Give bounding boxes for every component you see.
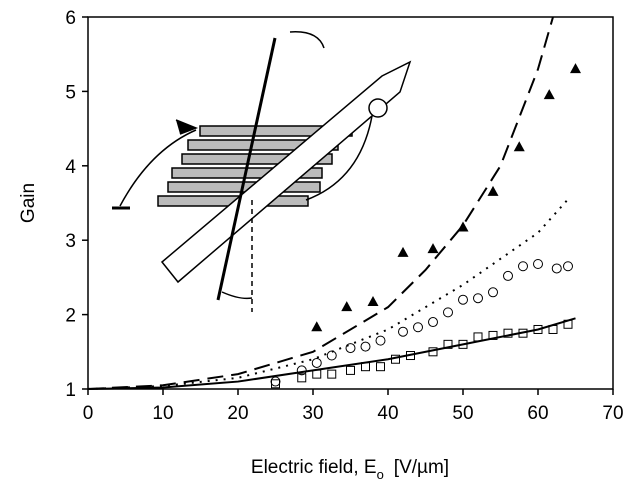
x-axis-label-unit: [V/µm] (394, 457, 449, 478)
x-tick-label: 40 (377, 403, 398, 424)
x-tick-label: 60 (527, 403, 548, 424)
inset-diagram (112, 32, 410, 312)
point (376, 336, 385, 345)
point (313, 370, 321, 378)
x-tick-label: 50 (452, 403, 473, 424)
point (368, 296, 379, 306)
y-tick-label: 4 (65, 157, 76, 178)
point (341, 301, 352, 311)
point (474, 333, 482, 341)
x-axis-label: Electric field, Eo [V/µm] (251, 457, 449, 482)
point (544, 89, 555, 99)
point (312, 358, 321, 367)
point (377, 363, 385, 371)
point (564, 262, 573, 271)
x-axis-label-main: Electric field, E (251, 457, 377, 478)
page: Gain Electric field, Eo[V/µm] 1234560102… (0, 0, 632, 492)
y-tick-label: 3 (65, 231, 76, 252)
point (398, 247, 409, 257)
point (271, 377, 280, 386)
point (444, 308, 453, 317)
x-tick-label: 70 (602, 403, 623, 424)
point (519, 262, 528, 271)
rotation-arrow (290, 32, 324, 48)
chart: Gain Electric field, Eo[V/µm] 1234560102… (0, 0, 632, 487)
point (414, 323, 423, 332)
y-tick-label: 5 (65, 82, 76, 103)
point (552, 264, 561, 273)
angle-arc (222, 292, 252, 298)
point (570, 63, 581, 73)
x-tick-label: 10 (152, 403, 173, 424)
y-tick-label: 1 (65, 380, 76, 401)
point (347, 366, 355, 374)
point (514, 141, 525, 151)
point (328, 370, 336, 378)
x-tick-label: 0 (83, 403, 94, 424)
point (361, 342, 370, 351)
x-axis-label-sub: o (377, 467, 384, 482)
x-tick-label: 30 (302, 403, 323, 424)
point (504, 271, 513, 280)
point (534, 260, 543, 269)
x-tick-label: 20 (227, 403, 248, 424)
point (272, 380, 280, 388)
point (428, 243, 439, 253)
point (311, 321, 322, 331)
point (474, 294, 483, 303)
point (488, 186, 499, 196)
point (489, 288, 498, 297)
point (459, 295, 468, 304)
curve (88, 199, 568, 389)
point (399, 327, 408, 336)
positive-charge (369, 99, 387, 117)
point (327, 351, 336, 360)
y-tick-label: 6 (65, 8, 76, 29)
y-tick-label: 2 (65, 306, 76, 327)
y-axis-label: Gain (18, 183, 39, 223)
point (429, 318, 438, 327)
